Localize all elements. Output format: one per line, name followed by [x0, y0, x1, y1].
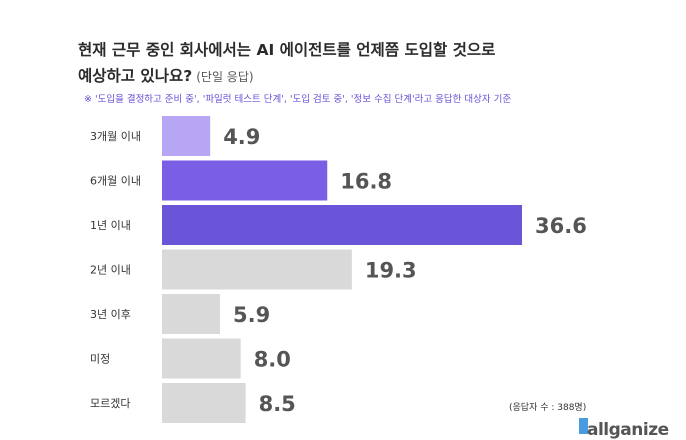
- category-label: 2년 이내: [90, 264, 131, 277]
- brand-logo: allganize: [587, 420, 669, 440]
- category-label: 모르겠다: [90, 397, 130, 410]
- bar: [162, 294, 221, 334]
- title-line-1: 현재 근무 중인 회사에서는 AI 에이전트를 언제쯤 도입할 것으로: [78, 41, 496, 59]
- bar: [162, 338, 241, 379]
- bar: [162, 249, 352, 290]
- value-label: 8.5: [259, 392, 296, 416]
- title-line-2-text: 예상하고 있나요?: [78, 67, 193, 85]
- category-label: 1년 이내: [90, 219, 131, 232]
- bar: [162, 205, 522, 245]
- category-label: 3년 이후: [90, 308, 131, 321]
- respondent-count: (응답자 수 : 388명): [509, 403, 587, 413]
- category-label: 6개월 이내: [90, 175, 141, 188]
- category-label: 미정: [90, 353, 110, 366]
- category-label: 3개월 이내: [90, 130, 141, 143]
- bar: [162, 160, 328, 201]
- value-label: 16.8: [340, 170, 392, 194]
- value-label: 8.0: [254, 348, 291, 372]
- chart-note: ※ '도입을 결정하고 준비 중', '파일럿 테스트 단계', '도입 검토 …: [84, 94, 512, 105]
- value-label: 4.9: [223, 125, 260, 149]
- chart-title: 현재 근무 중인 회사에서는 AI 에이전트를 언제쯤 도입할 것으로 예상하고…: [78, 37, 495, 90]
- value-label: 19.3: [365, 259, 417, 283]
- value-label: 36.6: [535, 214, 587, 238]
- value-label: 5.9: [233, 303, 270, 327]
- logo-mark-icon: [579, 418, 588, 434]
- title-suffix: (단일 응답): [196, 70, 254, 84]
- title-line-2: 예상하고 있나요? (단일 응답): [78, 63, 495, 90]
- bar: [162, 116, 211, 156]
- bar: [162, 383, 246, 423]
